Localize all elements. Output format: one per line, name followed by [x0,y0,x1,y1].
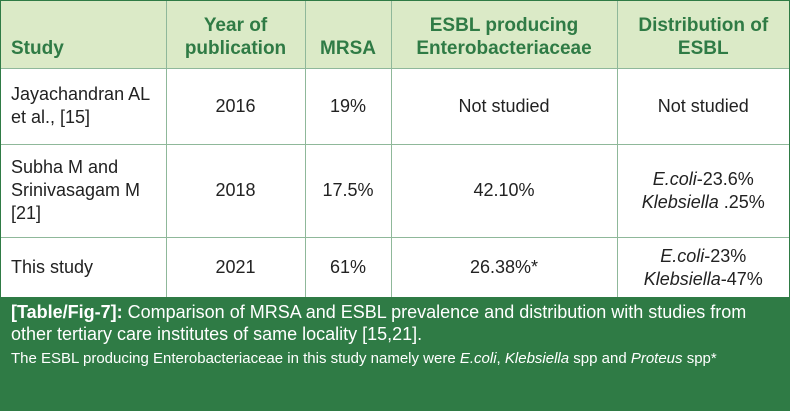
organism-name: E.coli [660,245,705,266]
table-row: Subha M and Srinivasagam M [21] 2018 17.… [1,144,789,238]
distribution-line: E.coli-23% [624,245,784,268]
cell-esbl: Not studied [391,68,618,145]
cell-esbl: 42.10% [391,144,618,238]
table-row: Jayachandran AL et al., [15] 2016 19% No… [1,68,789,145]
header-mrsa: MRSA [305,1,392,69]
cell-distribution: E.coli-23.6% Klebsiella .25% [617,144,789,238]
note-text: The ESBL producing Enterobacteriaceae in… [11,350,460,367]
cell-mrsa: 61% [305,237,392,298]
cell-mrsa: 17.5% [305,144,392,238]
organism-value: .25% [718,191,765,212]
organism-value: -23% [704,245,747,266]
cell-esbl: 26.38%* [391,237,618,298]
cell-distribution: Not studied [617,68,789,145]
organism-name: Klebsiella [643,268,721,289]
organism-name: E.coli [652,168,697,189]
cell-year: 2018 [166,144,306,238]
caption-label: [Table/Fig-7]: [11,302,123,322]
distribution-line: Klebsiella .25% [624,191,784,214]
distribution-line: Klebsiella-47% [624,268,784,291]
note-organism: Proteus [630,350,683,367]
organism-name: Klebsiella [641,191,719,212]
cell-mrsa: 19% [305,68,392,145]
table-row: This study 2021 61% 26.38%* E.coli-23% K… [1,237,789,298]
note-text: spp* [682,350,717,367]
header-distribution: Distribution of ESBL [617,1,789,69]
comparison-table: Study Year of publication MRSA ESBL prod… [1,1,789,298]
caption-main: [Table/Fig-7]: Comparison of MRSA and ES… [11,301,781,345]
distribution-line: E.coli-23.6% [624,168,784,191]
cell-study: Subha M and Srinivasagam M [21] [1,144,167,238]
cell-study: This study [1,237,167,298]
note-organism: E.coli [459,350,497,367]
cell-study: Jayachandran AL et al., [15] [1,68,167,145]
cell-year: 2021 [166,237,306,298]
organism-value: -47% [720,268,763,289]
cell-year: 2016 [166,68,306,145]
organism-value: -23.6% [696,168,754,189]
header-study: Study [1,1,167,69]
header-year: Year of publication [166,1,306,69]
note-text: spp and [569,350,631,367]
note-organism: Klebsiella [504,350,570,367]
caption-text: Comparison of MRSA and ESBL prevalence a… [11,302,747,344]
table-caption: [Table/Fig-7]: Comparison of MRSA and ES… [1,297,789,410]
caption-note: The ESBL producing Enterobacteriaceae in… [11,348,781,370]
header-esbl: ESBL producing Enterobacteriaceae [391,1,618,69]
table-header-row: Study Year of publication MRSA ESBL prod… [1,1,789,69]
cell-distribution: E.coli-23% Klebsiella-47% [617,237,789,298]
note-text: , [496,350,505,367]
